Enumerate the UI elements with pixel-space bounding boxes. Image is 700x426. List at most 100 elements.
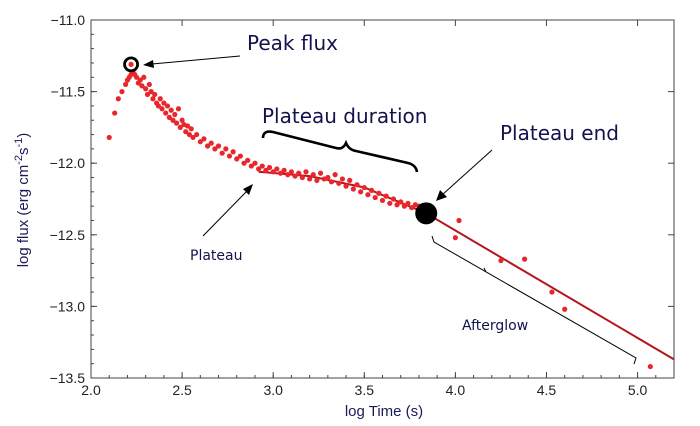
- y-axis-label-sup1: -2: [13, 155, 25, 165]
- data-point: [328, 179, 335, 185]
- data-point: [143, 86, 149, 92]
- data-point: [172, 111, 178, 118]
- data-point: [292, 173, 298, 179]
- plateau-label: Plateau: [190, 248, 242, 264]
- data-point: [358, 189, 364, 195]
- y-axis-label-main: log flux (erg cm: [15, 165, 32, 268]
- data-point: [347, 177, 353, 183]
- data-point: [303, 169, 309, 175]
- data-point: [562, 306, 568, 312]
- x-tick-label: 4.5: [537, 382, 557, 398]
- y-axis-label-mid: s: [15, 147, 32, 155]
- plateau-arrow: [202, 190, 248, 237]
- data-point: [307, 176, 313, 182]
- data-point: [549, 289, 555, 295]
- data-point: [223, 146, 229, 152]
- y-tick-label: −13.5: [50, 370, 86, 386]
- data-point: [387, 200, 393, 206]
- data-point: [148, 89, 154, 95]
- data-point: [314, 177, 320, 183]
- data-point: [177, 124, 183, 130]
- data-points: [106, 56, 675, 370]
- data-point: [161, 100, 167, 106]
- data-point: [383, 193, 389, 199]
- data-point: [174, 120, 180, 126]
- data-point: [281, 167, 287, 173]
- data-point: [456, 217, 462, 224]
- data-point: [263, 167, 269, 173]
- data-point: [186, 131, 192, 138]
- peak-flux-label: Peak flux: [247, 31, 338, 55]
- data-point: [133, 74, 140, 80]
- y-axis-label-end: ): [15, 133, 32, 138]
- data-point: [299, 174, 305, 181]
- afterglow-label: Afterglow: [462, 318, 528, 334]
- data-point: [201, 136, 207, 142]
- data-point: [157, 96, 163, 102]
- data-point: [190, 134, 196, 141]
- plateau-duration-brace: [261, 130, 419, 173]
- data-point: [394, 202, 400, 208]
- data-point: [241, 160, 247, 166]
- data-point: [350, 186, 356, 192]
- x-tick-label: 4.0: [446, 382, 466, 398]
- data-point: [277, 170, 284, 176]
- y-tick-label: −12.5: [50, 227, 86, 243]
- data-point: [212, 146, 218, 152]
- data-point: [146, 81, 152, 88]
- data-point: [166, 114, 172, 120]
- data-point: [155, 103, 162, 109]
- data-point: [390, 196, 397, 202]
- data-point: [310, 172, 316, 178]
- data-point: [270, 169, 276, 175]
- plateau-arrowhead: [243, 184, 253, 195]
- peak-flux-arrow: [151, 55, 241, 65]
- y-tick-label: −12.0: [50, 155, 86, 171]
- data-point: [168, 107, 174, 113]
- peak-flux-point: [128, 61, 134, 67]
- data-point: [183, 129, 189, 135]
- x-tick-label: 3.5: [355, 382, 375, 398]
- data-point: [332, 172, 338, 178]
- data-point: [150, 96, 156, 102]
- x-tick-label: 5.0: [628, 382, 648, 398]
- data-point: [398, 199, 404, 205]
- data-point: [170, 117, 176, 123]
- data-point: [259, 163, 265, 169]
- data-point: [325, 174, 331, 181]
- peak-flux-marker: [123, 56, 139, 73]
- data-point: [252, 160, 258, 166]
- data-point: [237, 153, 243, 159]
- data-point: [184, 123, 191, 129]
- x-tick-label: 2.5: [172, 382, 192, 398]
- data-point: [119, 89, 125, 95]
- data-point: [226, 153, 233, 159]
- data-point: [288, 169, 295, 175]
- data-point: [368, 187, 375, 194]
- y-axis-label-sup2: -1: [13, 138, 25, 148]
- plot-area: 2.0 2.5 3.0 3.5 4.0 4.5 5.0 −11.0 −11.5 −12.0 −12.…: [50, 12, 675, 398]
- data-point: [141, 74, 147, 80]
- data-point: [144, 91, 151, 98]
- data-point: [285, 172, 291, 178]
- x-axis-label: log Time (s): [345, 403, 423, 420]
- plateau-duration-label: Plateau duration: [262, 104, 427, 128]
- data-point: [361, 184, 367, 191]
- annotations: [143, 55, 637, 365]
- data-point: [208, 140, 214, 146]
- data-point: [274, 166, 280, 172]
- data-point: [230, 149, 236, 155]
- data-point: [317, 170, 324, 176]
- data-point: [112, 110, 118, 116]
- data-point: [365, 192, 371, 198]
- data-point: [379, 197, 386, 204]
- data-point: [336, 180, 342, 186]
- data-point: [647, 363, 653, 370]
- data-point: [137, 77, 143, 83]
- data-point: [194, 131, 200, 138]
- data-point: [256, 166, 262, 172]
- data-point: [339, 176, 346, 182]
- data-point: [175, 106, 182, 112]
- y-tick-label: −13.0: [50, 298, 86, 314]
